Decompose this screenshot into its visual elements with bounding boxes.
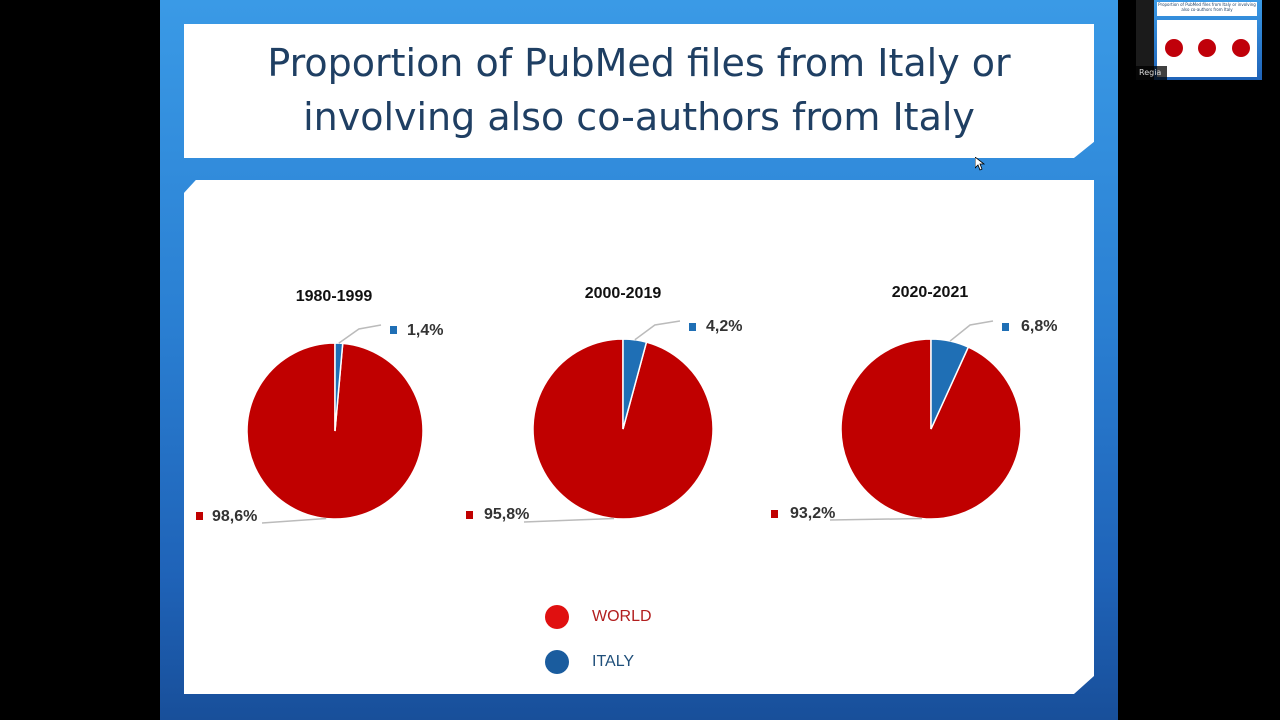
italy-marker-2 xyxy=(689,323,696,331)
italy-marker-3 xyxy=(1002,323,1009,331)
slide-title-line2: involving also co-authors from Italy xyxy=(303,95,975,139)
pie-2-world-label: 95,8% xyxy=(484,506,530,523)
world-marker-1 xyxy=(196,512,203,520)
pie-1-title: 1980-1999 xyxy=(295,288,373,305)
pie-3-italy-leader xyxy=(949,320,994,342)
thumbnail-pie-1 xyxy=(1165,39,1183,57)
slide-title: Proportion of PubMed files from Italy or… xyxy=(184,36,1094,144)
world-marker-3 xyxy=(771,510,778,518)
pie-2-italy-leader xyxy=(634,320,681,341)
legend-italy-label: ITALY xyxy=(592,653,635,670)
pie-1-world-slice xyxy=(246,342,424,520)
pie-1-italy-leader xyxy=(338,324,382,344)
legend-world-dot xyxy=(545,605,569,629)
legend-italy-dot xyxy=(545,650,569,674)
italy-marker-1 xyxy=(390,326,397,334)
thumbnail-pie-2 xyxy=(1198,39,1216,57)
pie-3-world-label: 93,2% xyxy=(790,505,836,522)
pie-3-world-leader xyxy=(829,517,923,521)
pie-3-italy-slice xyxy=(930,338,970,430)
thumbnail-pie-3 xyxy=(1232,39,1250,57)
thumbnail-body xyxy=(1157,20,1257,77)
pie-3-title: 2020-2021 xyxy=(891,284,969,301)
chart-area: 1980-1999 2000-2019 2020-2021 1,4% 98,6%… xyxy=(184,180,1094,694)
pie-3-italy-label: 6,8% xyxy=(1021,318,1058,335)
world-marker-2 xyxy=(466,511,473,519)
pie-2-world-leader xyxy=(523,517,615,523)
pie-chart-1980-1999 xyxy=(246,320,1022,524)
title-box: Proportion of PubMed files from Italy or… xyxy=(184,24,1094,158)
legend-world-label: WORLD xyxy=(592,608,652,625)
thumbnail-slide-preview: Proportion of PubMed files from Italy or… xyxy=(1154,0,1262,80)
thumbnail-title: Proportion of PubMed files from Italy or… xyxy=(1157,2,1257,16)
mouse-cursor-icon xyxy=(975,157,985,171)
presentation-slide: Proportion of PubMed files from Italy or… xyxy=(160,0,1118,720)
participant-name: Regia xyxy=(1136,66,1167,80)
slide-title-line1: Proportion of PubMed files from Italy or xyxy=(267,41,1011,85)
pie-3-world-slice xyxy=(840,338,1022,520)
pie-2-italy-label: 4,2% xyxy=(706,318,743,335)
pie-1-world-label: 98,6% xyxy=(212,508,258,525)
pie-2-title: 2000-2019 xyxy=(584,285,662,302)
pie-1-italy-label: 1,4% xyxy=(407,322,444,339)
participant-video-thumbnail[interactable]: Proportion of PubMed files from Italy or… xyxy=(1136,0,1262,80)
pie-1-world-leader xyxy=(261,517,327,524)
